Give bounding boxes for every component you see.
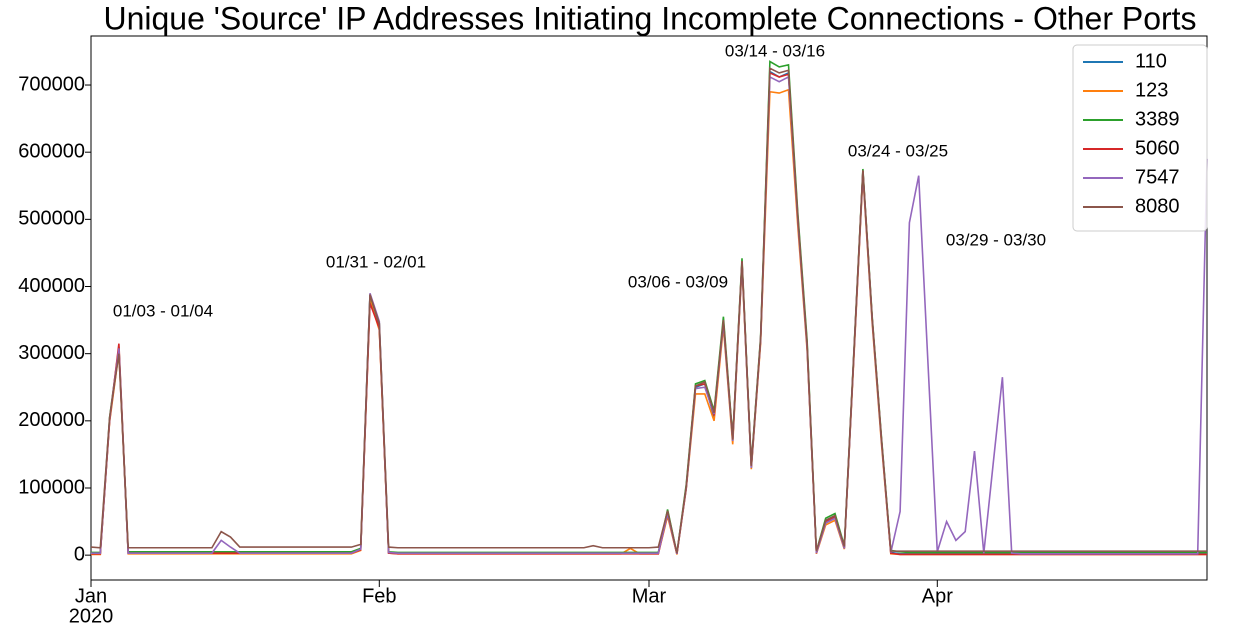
legend-label: 7547: [1135, 166, 1180, 188]
series-line: [90, 66, 1207, 554]
annotation: 03/29 - 03/30: [946, 230, 1046, 249]
series-line: [91, 88, 1207, 556]
legend-label: 3389: [1135, 108, 1180, 130]
series-line: [91, 60, 1207, 554]
y-tick-label: 600000: [18, 140, 85, 162]
annotation: 01/31 - 02/01: [326, 252, 426, 271]
plot-frame: [90, 35, 1208, 581]
x-tick-label: Apr: [922, 585, 953, 607]
annotation: 03/14 - 03/16: [725, 41, 825, 60]
y-tick-label: 500000: [18, 208, 85, 230]
series-line: [91, 75, 1208, 555]
y-tick-label: 0: [74, 543, 85, 565]
legend-label: 5060: [1135, 137, 1180, 159]
legend-label: 123: [1135, 79, 1168, 101]
x-tick-label: Feb: [362, 585, 396, 607]
x-tick-label: Mar: [632, 585, 667, 607]
annotation: 01/03 - 01/04: [113, 301, 213, 320]
legend-label: 110: [1135, 50, 1167, 72]
x-tick-label: Jan: [75, 585, 107, 607]
y-tick-label: 300000: [18, 342, 85, 364]
series-line: [91, 71, 1207, 556]
y-tick-label: 700000: [18, 73, 85, 95]
series-line: [91, 70, 1207, 555]
y-tick-label: 400000: [18, 275, 85, 297]
annotation: 03/24 - 03/25: [848, 141, 948, 160]
chart-title: Unique 'Source' IP Addresses Initiating …: [103, 0, 1196, 36]
annotation: 03/06 - 03/09: [628, 272, 728, 291]
y-tick-label: 100000: [18, 476, 85, 498]
y-tick-label: 200000: [18, 409, 85, 431]
x-year-label: 2020: [69, 605, 114, 627]
legend-label: 8080: [1135, 195, 1180, 217]
